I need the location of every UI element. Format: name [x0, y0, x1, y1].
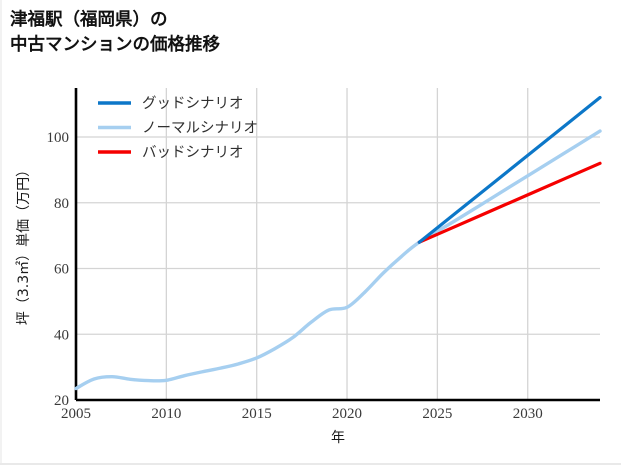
y-axis-title: 坪（3.3㎡）単価（万円）	[16, 163, 32, 325]
x-tick-label: 2025	[422, 406, 452, 422]
y-tick-label: 60	[54, 262, 69, 278]
series-line-good	[417, 95, 602, 244]
legend-label: グッドシナリオ	[142, 95, 244, 112]
axis-spines	[74, 88, 600, 402]
x-tick-label: 2030	[513, 406, 543, 422]
series-line-normal	[74, 129, 602, 391]
series-line-bad	[417, 161, 602, 244]
chart-title: 津福駅（福岡県）の 中古マンションの価格推移	[10, 8, 530, 58]
left-border	[0, 0, 2, 465]
chart-title-line-2: 中古マンションの価格推移	[10, 35, 220, 55]
bottom-border	[0, 463, 621, 465]
x-tick-label: 2020	[332, 406, 362, 422]
chart-title-line-1: 津福駅（福岡県）の	[10, 10, 168, 30]
x-tick-label: 2005	[61, 406, 91, 422]
y-tick-label: 100	[47, 130, 70, 146]
legend-label: バッドシナリオ	[142, 145, 244, 161]
data-series-layer	[74, 95, 602, 391]
y-tick-label: 40	[54, 327, 69, 343]
y-tick-label: 80	[54, 196, 69, 212]
x-axis-title: 年	[331, 430, 345, 446]
legend-label: ノーマルシナリオ	[142, 121, 258, 137]
tick-labels: 2005 2010 2015 2020 2025 2030 20 40 60 80 100	[47, 130, 543, 422]
y-tick-label: 20	[54, 393, 69, 409]
axis-titles: 年 坪（3.3㎡）単価（万円）	[16, 163, 345, 446]
x-tick-label: 2010	[151, 406, 181, 422]
x-tick-label: 2015	[242, 406, 272, 422]
